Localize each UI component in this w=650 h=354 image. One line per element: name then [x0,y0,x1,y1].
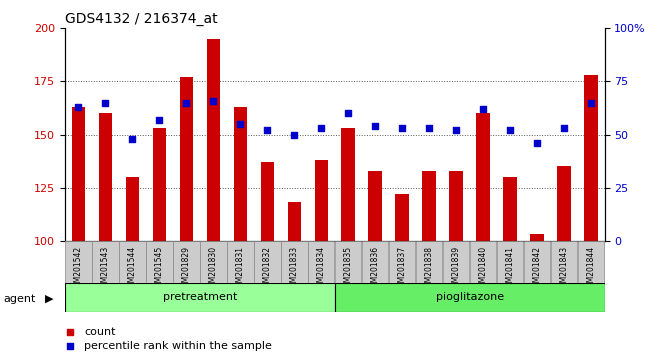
Bar [551,241,577,283]
Text: GSM201840: GSM201840 [478,246,488,292]
Text: GSM201835: GSM201835 [344,246,353,292]
Bar [470,241,497,283]
Point [127,136,138,142]
Text: GSM201841: GSM201841 [506,246,515,292]
Text: GSM201842: GSM201842 [532,246,541,292]
Bar [497,241,523,283]
Bar [315,160,328,241]
Bar [233,107,247,241]
Bar [72,107,85,241]
Bar [254,241,281,283]
Text: GSM201837: GSM201837 [398,246,407,292]
Bar [395,194,409,241]
Point [262,127,272,133]
Point [559,125,569,131]
Point [235,121,246,127]
Bar [557,166,571,241]
Point [289,132,300,137]
Point [208,98,218,103]
Text: GSM201836: GSM201836 [370,246,380,292]
Point [343,110,354,116]
Bar [524,241,551,283]
Bar [341,128,355,241]
Text: GSM201544: GSM201544 [128,246,137,292]
Point [478,106,488,112]
Bar [200,241,227,283]
Bar [261,162,274,241]
Point [451,127,462,133]
Text: GSM201543: GSM201543 [101,246,110,292]
Text: agent: agent [3,294,36,304]
Point [397,125,408,131]
Text: pretreatment: pretreatment [162,292,237,302]
Point [73,104,84,110]
Bar [530,234,544,241]
Point [378,166,389,172]
Point [586,100,596,105]
Point [378,295,389,301]
Bar [281,241,307,283]
Point [370,123,380,129]
Bar [153,128,166,241]
Point [154,117,164,122]
Text: count: count [84,327,116,337]
Bar [65,283,335,312]
Bar [578,241,604,283]
Bar [92,241,119,283]
Bar [173,241,200,283]
Point [505,127,515,133]
Text: GSM201834: GSM201834 [317,246,326,292]
Bar [65,241,92,283]
Text: GSM201831: GSM201831 [236,246,245,292]
Text: GSM201542: GSM201542 [74,246,83,292]
Point [532,140,542,146]
Point [181,100,192,105]
Point [424,125,434,131]
Text: pioglitazone: pioglitazone [436,292,504,302]
Text: ▶: ▶ [45,294,53,304]
Bar [99,113,112,241]
Bar [227,241,254,283]
Bar [308,241,335,283]
Text: GDS4132 / 216374_at: GDS4132 / 216374_at [65,12,218,26]
Text: GSM201545: GSM201545 [155,246,164,292]
Bar [416,241,443,283]
Text: GSM201829: GSM201829 [182,246,191,292]
Bar [207,39,220,241]
Text: GSM201830: GSM201830 [209,246,218,292]
Bar [335,241,361,283]
Bar [119,241,146,283]
Bar [443,241,469,283]
Bar [503,177,517,241]
Bar [449,171,463,241]
Text: GSM201844: GSM201844 [586,246,595,292]
Bar [369,171,382,241]
Bar [389,241,415,283]
Bar [179,77,193,241]
Point [316,125,326,131]
Bar [125,177,139,241]
Bar [584,75,598,241]
Bar [335,283,604,312]
Text: GSM201839: GSM201839 [452,246,461,292]
Bar [476,113,490,241]
Point [100,100,110,105]
Bar [422,171,436,241]
Text: GSM201832: GSM201832 [263,246,272,292]
Text: GSM201833: GSM201833 [290,246,299,292]
Text: GSM201843: GSM201843 [560,246,569,292]
Bar [146,241,173,283]
Bar [287,202,301,241]
Text: GSM201838: GSM201838 [424,246,434,292]
Text: percentile rank within the sample: percentile rank within the sample [84,341,272,351]
Bar [362,241,389,283]
